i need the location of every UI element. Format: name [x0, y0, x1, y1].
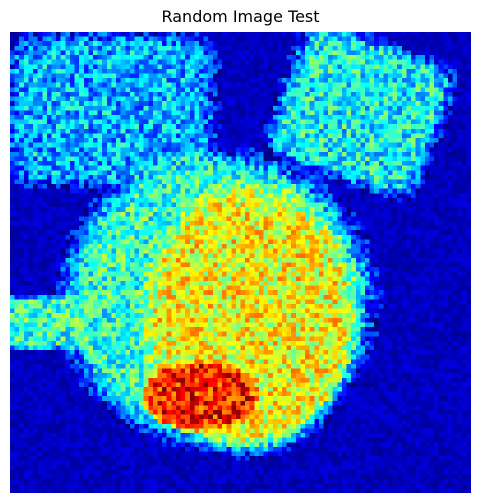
heatmap-image [10, 32, 471, 493]
chart-title: Random Image Test [161, 7, 320, 26]
heatmap-plot-area [10, 32, 471, 493]
